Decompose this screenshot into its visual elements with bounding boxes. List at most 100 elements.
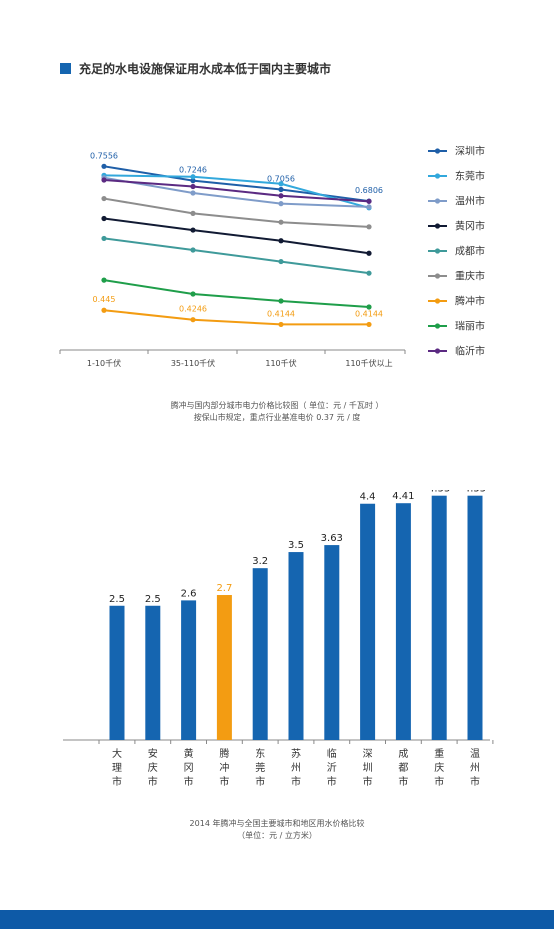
line-point [366,321,372,328]
legend-marker [434,323,441,329]
bar-chart-caption-line2: （单位：元 / 立方米） [237,831,317,840]
line-point [190,178,196,184]
bar-data-label: 4.4 [360,492,376,503]
line-point [190,210,196,216]
line-data-label: 0.445 [93,295,116,304]
line-data-label: 0.7056 [267,174,295,183]
legend-label: 临沂市 [455,345,485,358]
bar-category-label: 重庆市 [434,747,444,788]
line-point [278,258,284,265]
bar-category-label: 东莞市 [255,747,265,788]
line-point [278,201,284,207]
line-series-9 [103,179,370,203]
bar-category-label: 大理市 [112,747,122,788]
bar-data-label: 4.41 [392,491,414,502]
line-x-tick-label: 110千伏 [265,358,296,368]
line-x-tick-label: 110千伏以上 [345,358,392,368]
bar-data-label: 2.7 [216,583,232,594]
line-series-2 [103,174,370,209]
bar [181,600,197,740]
line-point [278,298,284,304]
section-header: 充足的水电设施保证用水成本低于国内主要城市 [60,60,331,76]
line-data-label: 0.6806 [355,186,383,195]
line-point [366,270,372,276]
line-point [278,219,284,225]
line-point [190,291,196,297]
electricity-price-line-chart: 1-10千伏 35-110千伏 110千伏 110千伏以上 0.7556 0.7246 0.… [59,145,485,368]
water-price-bar-chart: 2.5 大理市 2.5 安庆市 2.6 黄冈市 2.7 腾冲市 3.2 东莞市 3.5 苏州市 3.63… [63,490,494,788]
legend-marker [434,223,441,229]
line-point [278,181,284,187]
bar-chart-caption: 2014 年腾冲与全国主要城市和地区用水价格比较 （单位：元 / 立方米） [0,818,554,842]
line-chart-caption: 腾冲与国内部分城市电力价格比较图（ 单位：元 / 千瓦时 ） 按保山市规定，重点… [0,400,554,424]
bar-data-label: 3.2 [252,556,268,567]
legend-label: 黄冈市 [455,220,485,233]
header-square-icon [60,62,71,74]
bar [252,568,268,740]
bar-category-label: 成都市 [398,748,408,788]
line-point [101,195,107,202]
legend-marker [434,148,441,154]
line-series-3 [103,176,370,208]
line-point [101,307,107,313]
line-point [278,193,284,199]
line-point [101,177,107,183]
bar-data-label: 2.5 [109,594,125,605]
line-point [190,247,196,253]
bar-data-label: 2.5 [145,594,161,605]
bar [431,495,447,740]
bar [360,503,376,740]
line-data-label: 0.7246 [179,166,207,175]
legend-marker [434,298,441,304]
legend-label: 东莞市 [455,170,485,183]
page-title: 充足的水电设施保证用水成本低于国内主要城市 [79,61,332,76]
line-x-tick-label: 35-110千伏 [171,358,215,368]
line-data-label: 0.4144 [355,309,383,318]
line-series-8 [103,279,370,308]
line-x-tick-label: 1-10千伏 [87,358,121,368]
bar [216,595,232,740]
bar-category-label: 温州市 [470,748,480,788]
legend-label: 腾冲市 [455,295,485,308]
legend-label: 瑞丽市 [455,320,485,333]
line-point [366,304,372,310]
line-data-label: 0.4246 [179,305,207,314]
line-point [190,190,196,196]
legend-label: 成都市 [455,245,485,258]
line-point [366,224,372,230]
line-point [366,198,372,204]
bar [109,605,125,740]
bar [145,605,161,740]
bar-data-label: 3.63 [321,533,343,544]
legend-marker [434,273,441,279]
bar [395,503,411,740]
bar-category-label: 黄冈市 [184,747,194,788]
bar-category-label: 腾冲市 [219,747,229,788]
bar-category-label: 苏州市 [291,747,301,788]
line-point [278,186,284,193]
line-point [278,321,284,328]
line-data-label: 0.4144 [267,309,295,318]
legend-marker [434,173,441,179]
bar-data-label: 4.55 [428,490,450,495]
line-chart-caption-line2: 按保山市规定，重点行业基准电价 0.37 元 / 度 [193,413,361,422]
legend-marker [434,248,441,254]
line-point [190,317,196,323]
line-point [190,174,196,180]
bar-data-label: 2.6 [181,588,197,599]
line-point [190,227,196,233]
bar-data-label: 3.5 [288,540,304,551]
bar [288,552,304,740]
line-point [101,235,107,242]
bar-category-label: 深圳市 [363,748,373,788]
bar [467,495,483,740]
line-point [190,183,196,190]
line-point [366,204,372,210]
bar-chart-caption-line1: 2014 年腾冲与全国主要城市和地区用水价格比较 [189,819,365,828]
line-series-6 [103,197,370,228]
footer-bar [0,910,554,929]
line-chart-caption-line1: 腾冲与国内部分城市电力价格比较图（ 单位：元 / 千瓦时 ） [170,401,384,410]
line-point [101,163,107,169]
line-point [366,250,372,256]
bar-data-label: 4.55 [464,490,486,495]
